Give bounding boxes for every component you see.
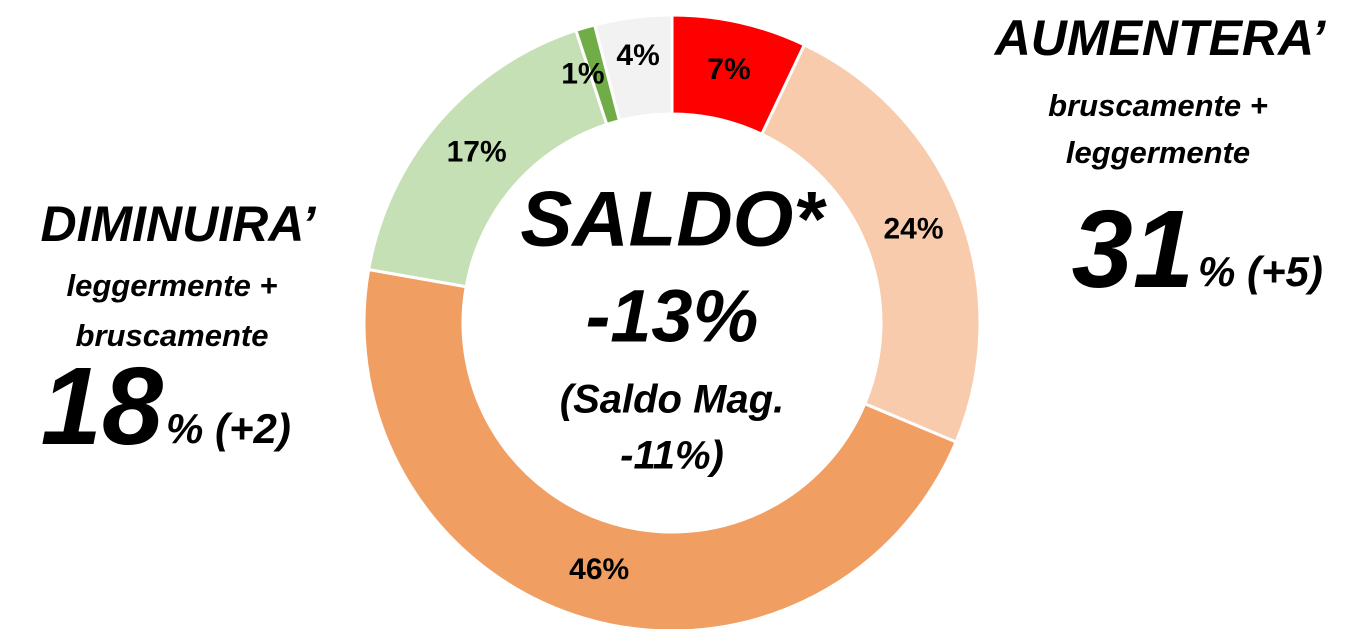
slice-label: 4%: [616, 39, 659, 72]
left-suffix: % (+2): [166, 405, 291, 452]
center-title: SALDO*: [520, 175, 827, 263]
left-line: leggermente +: [66, 268, 277, 303]
center-value: -13%: [586, 275, 759, 358]
center-note: -11%): [620, 434, 724, 478]
slice-label: 24%: [883, 213, 943, 246]
slice: [759, 42, 982, 444]
slice-label: 1%: [561, 57, 604, 90]
left-heading: DIMINUIRA’: [41, 196, 317, 252]
right-heading: AUMENTERA’: [993, 10, 1327, 66]
slice: [592, 13, 674, 123]
right-big: 31: [1072, 188, 1194, 311]
slice: [362, 267, 959, 633]
right-line: bruscamente +: [1048, 88, 1268, 123]
left-big: 18: [41, 345, 164, 468]
slice-label: 17%: [447, 136, 507, 169]
slice-label: 7%: [707, 53, 750, 86]
donut: [362, 13, 982, 633]
right-suffix: % (+5): [1198, 248, 1323, 295]
right-line: leggermente: [1066, 135, 1250, 170]
slice-label: 46%: [569, 553, 629, 586]
center-note: (Saldo Mag.: [560, 378, 784, 422]
left-line: bruscamente: [76, 318, 269, 353]
